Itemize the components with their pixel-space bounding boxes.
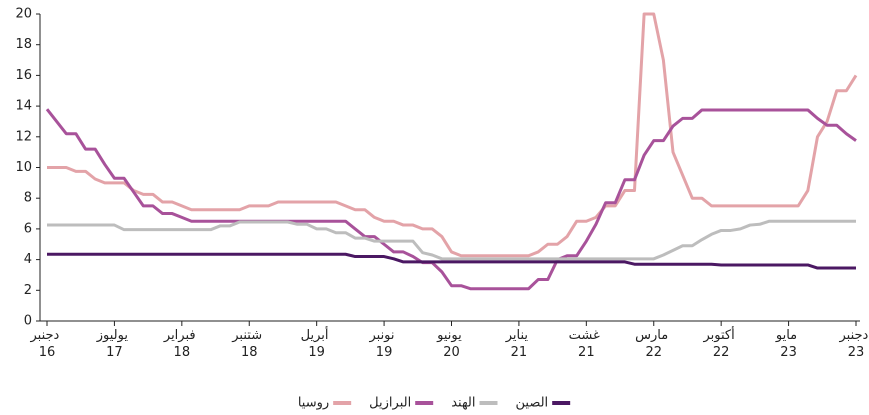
series-line — [47, 12, 858, 258]
y-tick-label: 2 — [24, 283, 32, 298]
x-tick-label: نونبر 19 — [368, 328, 398, 360]
x-tick-label: يناير 21 — [505, 328, 532, 360]
y-tick-label: 0 — [24, 314, 32, 329]
y-tick-label: 4 — [24, 252, 32, 267]
x-tick-label: أبريل 19 — [301, 326, 333, 360]
x-tick-label: أكتوبر 22 — [702, 326, 738, 360]
x-tick-label: فبراير 18 — [163, 328, 200, 360]
legend-label: الهند — [451, 396, 475, 411]
x-tick-label: يوليوز 17 — [96, 328, 132, 360]
legend-label: البرازيل — [369, 396, 411, 411]
y-tick-label: 18 — [15, 37, 32, 52]
x-tick-label: غشت 21 — [569, 328, 604, 360]
y-tick-label: 14 — [15, 99, 32, 114]
y-tick-label: 12 — [15, 129, 32, 144]
x-tick-label: شتنبر 18 — [231, 328, 266, 360]
x-tick-label: يونيو 20 — [436, 328, 466, 360]
series-line — [47, 252, 856, 270]
y-tick-label: 20 — [15, 7, 32, 22]
x-tick-label: دجنبر 23 — [839, 328, 869, 360]
x-tick-label: مارس 22 — [635, 328, 672, 360]
legend: روسيا البرازيل الهند الصين — [298, 396, 571, 411]
legend-label: روسيا — [298, 396, 329, 411]
y-tick-label: 10 — [15, 160, 32, 175]
series-line — [47, 219, 856, 261]
y-tick-label: 8 — [24, 191, 32, 206]
y-tick-label: 16 — [15, 68, 32, 83]
y-tick-label: 6 — [24, 221, 32, 236]
series-line — [45, 108, 857, 291]
legend-label: الصين — [516, 396, 549, 411]
x-tick-label: مايو 23 — [775, 328, 801, 360]
x-tick-label: دجنبر 16 — [30, 328, 64, 360]
